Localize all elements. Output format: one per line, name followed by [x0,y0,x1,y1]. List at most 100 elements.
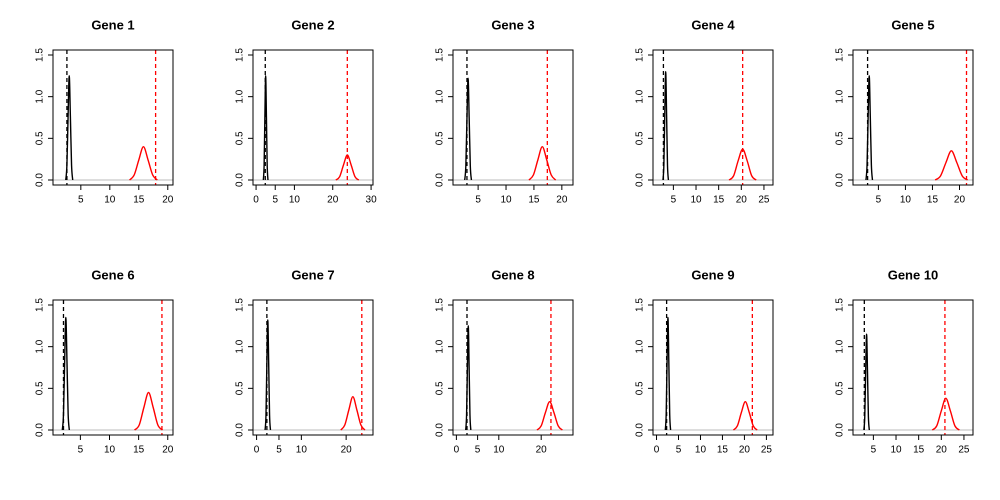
x-tick-label: 5 [871,445,877,456]
x-tick-label: 10 [890,445,902,456]
x-tick-label: 5 [876,195,882,206]
x-tick-label: 15 [913,445,925,456]
y-tick-label: 1.0 [435,89,446,103]
y-tick-label: 0.5 [635,131,646,145]
x-tick-label: 10 [296,445,308,456]
y-tick-label: 0.0 [635,173,646,187]
x-tick-label: 15 [133,445,145,456]
panel-title: Gene 6 [91,267,134,282]
x-tick-label: 15 [133,195,145,206]
x-tick-label: 25 [761,445,773,456]
density-curve [934,150,969,181]
x-tick-label: 5 [272,195,278,206]
x-tick-label: 15 [717,445,729,456]
plot-frame [652,49,774,186]
density-curve [528,145,557,181]
plot-frame [652,299,774,436]
panel-title: Gene 8 [491,267,534,282]
x-tick-label: 10 [104,195,116,206]
plot-frame [852,299,974,436]
x-tick-label: 20 [341,445,353,456]
y-tick-label: 1.0 [635,339,646,353]
y-tick-label: 1.5 [35,298,46,312]
y-tick-label: 1.0 [435,339,446,353]
y-tick-label: 1.0 [235,339,246,353]
x-tick-label: 5 [475,195,481,206]
density-curve [728,148,757,181]
panel-title: Gene 7 [291,267,334,282]
y-tick-label: 0.0 [835,173,846,187]
density-curve [262,75,269,181]
density-curve [465,325,472,431]
y-tick-label: 0.5 [235,131,246,145]
y-tick-label: 1.5 [235,298,246,312]
panel-title: Gene 4 [691,17,735,32]
y-tick-label: 0.0 [235,173,246,187]
x-tick-label: 30 [366,195,378,206]
density-curve [865,75,874,181]
x-tick-label: 5 [475,445,481,456]
plot-frame [252,49,374,186]
density-curve [340,395,366,431]
y-tick-label: 0.5 [35,381,46,395]
y-tick-label: 1.0 [235,89,246,103]
density-curve [61,316,71,431]
y-tick-label: 0.5 [235,381,246,395]
density-curve [65,75,74,181]
x-tick-label: 20 [936,445,948,456]
density-curve [732,400,758,431]
y-tick-label: 0.0 [235,423,246,437]
y-tick-label: 1.0 [35,89,46,103]
y-tick-label: 0.5 [435,381,446,395]
plot-frame [852,49,974,186]
x-tick-label: 10 [104,445,116,456]
panel-title: Gene 5 [891,17,934,32]
density-curve [662,70,670,181]
y-tick-label: 1.0 [635,89,646,103]
y-tick-label: 1.5 [635,298,646,312]
plot-frame [452,49,574,186]
y-tick-label: 1.0 [835,89,846,103]
x-tick-label: 20 [556,195,568,206]
panel-title: Gene 9 [691,267,734,282]
y-tick-label: 0.5 [35,131,46,145]
y-tick-label: 1.5 [835,298,846,312]
density-curve [931,397,960,431]
x-tick-label: 20 [739,445,751,456]
y-tick-label: 1.5 [35,48,46,62]
x-tick-label: 10 [289,195,301,206]
x-tick-label: 20 [162,445,174,456]
x-tick-label: 15 [713,195,725,206]
x-tick-label: 20 [162,195,174,206]
x-tick-label: 20 [736,195,748,206]
x-tick-label: 10 [695,445,707,456]
y-tick-label: 0.5 [635,381,646,395]
plot-frame [252,299,374,436]
x-tick-label: 20 [327,195,339,206]
y-tick-label: 1.5 [835,48,846,62]
y-tick-label: 1.5 [635,48,646,62]
y-tick-label: 0.0 [35,423,46,437]
y-tick-label: 0.5 [835,381,846,395]
density-curve [335,154,360,181]
panel-title: Gene 10 [888,267,939,282]
x-tick-label: 5 [78,445,84,456]
y-tick-label: 0.0 [435,173,446,187]
y-tick-label: 0.0 [435,423,446,437]
density-curve [464,77,473,181]
x-tick-label: 5 [676,445,682,456]
x-tick-label: 0 [454,445,460,456]
y-tick-label: 0.0 [35,173,46,187]
y-tick-label: 0.5 [835,131,846,145]
plot-frame [52,299,174,436]
x-tick-label: 25 [958,445,970,456]
plot-frame [452,299,574,436]
x-tick-label: 5 [276,445,282,456]
y-tick-label: 1.5 [235,48,246,62]
x-tick-label: 20 [954,195,966,206]
x-tick-label: 5 [671,195,677,206]
density-curve [134,391,164,431]
x-tick-label: 10 [493,445,505,456]
x-tick-label: 0 [253,195,259,206]
